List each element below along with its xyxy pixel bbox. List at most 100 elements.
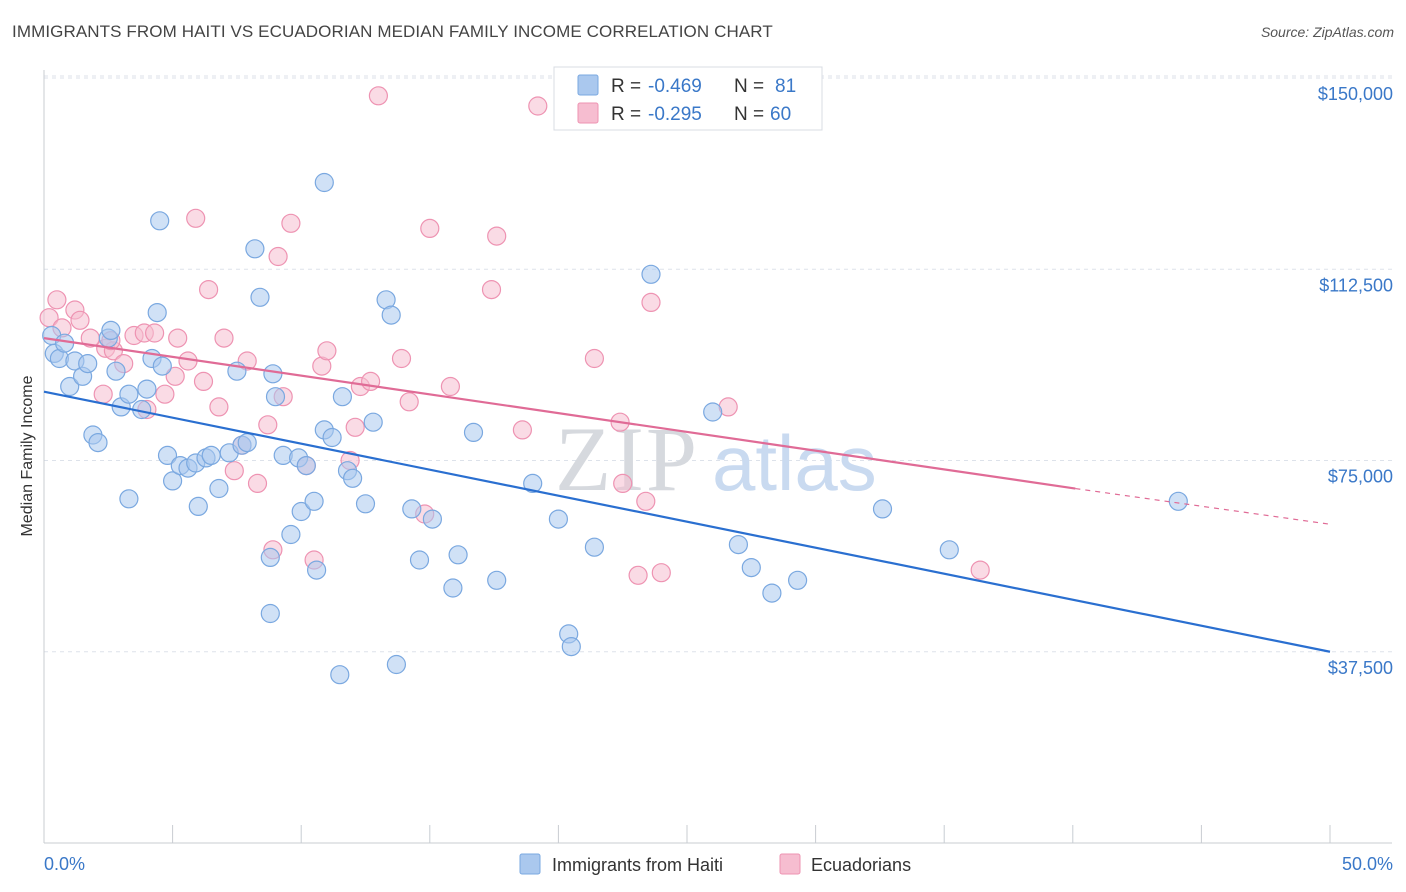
haiti-point <box>443 578 463 598</box>
haiti-point <box>88 433 108 453</box>
series-legend-swatch-ecuadorians <box>779 853 801 875</box>
ecuadorian-point <box>345 417 365 437</box>
haiti-point <box>703 402 723 422</box>
haiti-point <box>330 665 350 685</box>
haiti-point <box>119 384 139 404</box>
ecuadorian-point <box>268 246 288 267</box>
haiti-point <box>463 422 484 442</box>
ecuadorian-point <box>199 280 219 300</box>
legend-n-label-blue: N = <box>734 76 764 97</box>
y-tick-label: $150,000 <box>1318 84 1393 104</box>
watermark-atlas: atlas <box>712 419 877 507</box>
haiti-point <box>101 320 121 340</box>
x-tick-label-min: 0.0% <box>44 854 85 874</box>
legend-r-label-blue: R = <box>611 76 641 97</box>
x-tick-label-max: 50.0% <box>1342 854 1393 874</box>
y-tick-label: $75,000 <box>1328 467 1393 487</box>
ecuadorian-point <box>628 565 648 585</box>
trend-lines <box>43 337 1331 653</box>
ecuadorian-point <box>247 473 268 493</box>
ecuadorian-point <box>528 96 548 116</box>
ecuadorian-point <box>512 420 533 440</box>
haiti-point <box>355 494 376 514</box>
ecuadorian-point <box>641 292 661 312</box>
haiti-point <box>263 364 283 384</box>
watermark: ZIP atlas <box>555 408 877 510</box>
haiti-point <box>78 354 98 374</box>
haiti-point <box>939 540 959 560</box>
haiti-point <box>201 445 221 465</box>
ecuadorian-point <box>209 397 229 417</box>
series-legend: Immigrants from Haiti Ecuadorians <box>519 853 911 875</box>
haiti-point <box>137 379 157 399</box>
tick-labels: $37,500 $75,000 $112,500 $150,000 0.0% 50.0% <box>44 84 1393 874</box>
ecuadorian-point <box>970 560 990 580</box>
haiti-point <box>548 509 569 529</box>
ecuadorian-point <box>636 491 656 511</box>
haiti-points <box>42 172 1188 685</box>
ecuadorian-point <box>281 213 301 233</box>
ecuadorian-point <box>613 473 633 493</box>
ecuadorian-point <box>155 384 175 404</box>
legend-n-value-blue: 81 <box>775 76 796 97</box>
series-legend-swatch-haiti <box>519 853 541 875</box>
ecuadorian-trend-extension <box>1075 487 1331 525</box>
haiti-point <box>741 557 761 578</box>
haiti-point <box>584 537 605 557</box>
haiti-point <box>281 524 301 545</box>
haiti-point <box>728 534 749 555</box>
ecuadorian-point <box>70 310 90 330</box>
haiti-point <box>523 473 543 493</box>
haiti-point <box>157 445 178 465</box>
series-legend-label-ecuadorians: Ecuadorians <box>811 855 911 875</box>
haiti-point <box>422 509 442 529</box>
haiti-point <box>386 654 406 675</box>
series-legend-label-haiti: Immigrants from Haiti <box>552 855 723 875</box>
legend-swatch-pink <box>577 102 599 124</box>
haiti-point <box>119 489 139 509</box>
ecuadorian-point <box>391 348 412 369</box>
ecuadorian-point <box>440 376 460 397</box>
ecuadorian-point <box>584 348 605 369</box>
haiti-point <box>265 387 286 407</box>
haiti-point <box>150 211 170 231</box>
haiti-point <box>787 570 808 590</box>
ecuadorian-point <box>651 563 671 583</box>
correlation-legend: R = -0.469 N = 81 R = -0.295 N = 60 <box>553 66 823 131</box>
haiti-point <box>188 496 208 516</box>
haiti-trend-line <box>43 390 1331 653</box>
legend-n-value-pink: 60 <box>770 104 791 125</box>
haiti-point <box>307 560 327 580</box>
haiti-point <box>163 471 183 491</box>
axes <box>43 70 1392 844</box>
haiti-point <box>641 264 661 284</box>
y-tick-label: $37,500 <box>1328 658 1393 678</box>
ecuadorian-point <box>168 328 188 348</box>
haiti-point <box>381 305 401 325</box>
haiti-point <box>1168 491 1188 511</box>
ecuadorian-point <box>420 218 440 238</box>
legend-n-label-pink: N = <box>734 104 764 125</box>
legend-box <box>553 66 823 131</box>
ecuadorian-point <box>193 371 214 391</box>
haiti-point <box>343 468 363 488</box>
haiti-point <box>487 570 507 590</box>
haiti-point <box>363 412 383 432</box>
haiti-point <box>872 499 893 519</box>
haiti-point <box>296 456 316 476</box>
ecuadorian-point <box>93 384 113 404</box>
source-label: Source: ZipAtlas.com <box>1260 24 1394 40</box>
legend-swatch-blue <box>577 74 599 96</box>
chart-title: IMMIGRANTS FROM HAITI VS ECUADORIAN MEDI… <box>12 22 773 41</box>
haiti-point <box>147 303 167 323</box>
haiti-point <box>60 376 80 397</box>
ecuadorian-point <box>399 392 419 412</box>
ecuadorian-point <box>258 415 278 435</box>
haiti-point <box>260 547 280 568</box>
haiti-point <box>291 501 311 522</box>
ecuadorian-point <box>214 328 234 348</box>
ecuadorian-point <box>481 280 502 300</box>
haiti-point <box>260 603 280 624</box>
ecuadorian-point <box>165 366 185 386</box>
